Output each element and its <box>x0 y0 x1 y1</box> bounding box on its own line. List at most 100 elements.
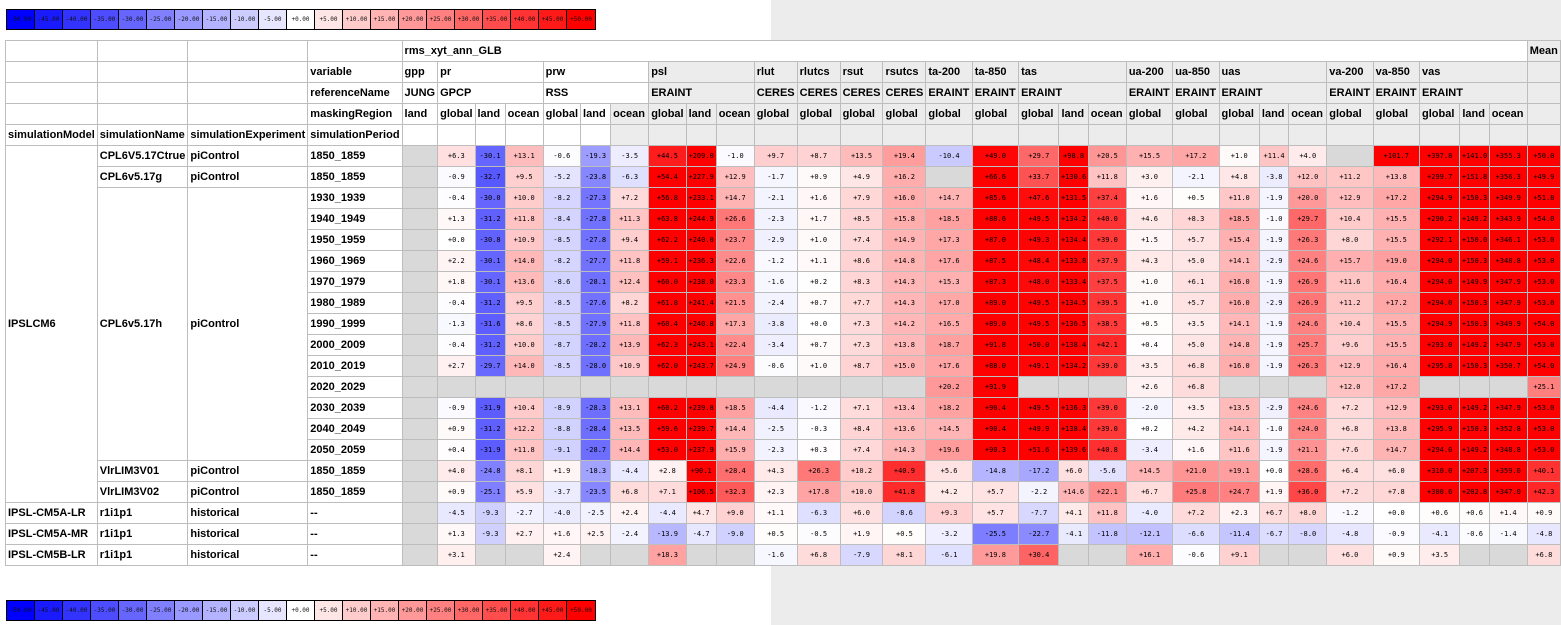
value-cell: +15.5 <box>1125 145 1174 167</box>
variable-name: rlut <box>753 61 798 83</box>
value-cell: +10.9 <box>610 355 650 377</box>
value-cell: -4.1 <box>1058 523 1089 545</box>
value-cell: +23.7 <box>715 229 755 251</box>
value-cell: +7.3 <box>839 334 884 356</box>
header-blank-cell <box>187 82 309 104</box>
value-cell: -8.5 <box>542 229 582 251</box>
legend-swatch: -10.00 <box>231 10 259 29</box>
value-cell: -0.6 <box>1172 544 1220 566</box>
value-cell: -1.0 <box>715 145 755 167</box>
value-cell: +8.3 <box>1172 208 1220 230</box>
value-cell: +53.0 <box>648 439 687 461</box>
simulation-period-cell: 1950_1959 <box>307 229 403 251</box>
masking-region: global <box>882 103 927 125</box>
value-cell: +0.4 <box>1125 334 1174 356</box>
masking-region: ocean <box>1288 103 1328 125</box>
value-cell: +134.2 <box>1058 208 1089 230</box>
value-cell: +0.9 <box>437 418 476 440</box>
value-cell-missing <box>504 376 544 398</box>
legend-swatch: +30.00 <box>455 601 483 620</box>
legend-swatch: +10.00 <box>343 10 371 29</box>
table-row: CPL6v5.17g piControl 1850_1859 -0.9 -32.7 +9.… <box>6 166 1561 188</box>
value-cell: +2.7 <box>437 355 476 377</box>
value-cell: +241.4 <box>685 292 717 314</box>
simulation-period-cell: 2010_2019 <box>307 355 403 377</box>
value-cell: -22.7 <box>1018 523 1060 545</box>
value-cell: +0.6 <box>1459 502 1490 524</box>
simulation-period-cell: 2050_2059 <box>307 439 403 461</box>
value-cell: +237.9 <box>685 439 717 461</box>
value-cell: +243.7 <box>685 355 717 377</box>
value-cell-missing <box>610 544 650 566</box>
header-blank-cell <box>1058 124 1089 146</box>
value-cell: +39.0 <box>1087 229 1127 251</box>
value-cell: +0.9 <box>1526 502 1561 524</box>
value-cell: +6.8 <box>1172 355 1220 377</box>
value-cell: +24.0 <box>1288 418 1328 440</box>
simulation-experiment-cell: piControl <box>187 166 309 188</box>
sim-column-header: simulationName <box>96 124 189 146</box>
value-cell: -27.7 <box>580 250 612 272</box>
value-cell: +13.4 <box>882 397 927 419</box>
legend-swatch: -35.00 <box>91 601 119 620</box>
variable-name: uas <box>1218 61 1328 83</box>
value-cell: +5.7 <box>1172 229 1220 251</box>
value-cell: +11.2 <box>1326 292 1374 314</box>
value-cell-missing <box>401 397 439 419</box>
value-cell: +11.8 <box>610 313 650 335</box>
value-cell: +3.1 <box>437 544 476 566</box>
value-cell: -31.2 <box>474 292 506 314</box>
value-cell-missing <box>1087 376 1127 398</box>
value-cell-missing <box>1488 544 1528 566</box>
value-cell: +15.3 <box>925 271 973 293</box>
legend-swatch: +25.00 <box>427 10 455 29</box>
value-cell: +15.8 <box>882 208 927 230</box>
value-cell: +25.1 <box>1526 376 1561 398</box>
value-cell-missing <box>401 481 439 503</box>
value-cell: +54.0 <box>1526 355 1561 377</box>
reference-name: ERAINT <box>1172 82 1220 104</box>
value-cell-missing <box>401 187 439 209</box>
legend-swatch: -25.00 <box>147 601 175 620</box>
metric-name: rms_xyt_ann_GLB <box>401 40 1528 62</box>
value-cell: +1.6 <box>1125 187 1174 209</box>
value-cell: +7.1 <box>839 397 884 419</box>
value-cell: +28.4 <box>715 460 755 482</box>
value-cell: +15.5 <box>1372 208 1421 230</box>
value-cell: +17.2 <box>1372 292 1421 314</box>
value-cell: -0.6 <box>1459 523 1490 545</box>
value-cell: +14.8 <box>882 250 927 272</box>
value-cell: +26.3 <box>1288 355 1328 377</box>
value-cell: +4.3 <box>753 460 798 482</box>
value-cell: +25.8 <box>1172 481 1220 503</box>
value-cell: +293.0 <box>1418 397 1461 419</box>
value-cell: +150.3 <box>1459 187 1490 209</box>
value-cell-missing <box>1058 544 1089 566</box>
value-cell: +4.3 <box>1125 250 1174 272</box>
value-cell: +20.5 <box>1087 145 1127 167</box>
simulation-period-cell: 1930_1939 <box>307 187 403 209</box>
variable-name: ua-200 <box>1125 61 1174 83</box>
value-cell: +2.4 <box>610 502 650 524</box>
value-cell: -28.3 <box>580 397 612 419</box>
value-cell: +18.2 <box>925 397 973 419</box>
value-cell: +13.6 <box>504 271 544 293</box>
value-cell: +290.2 <box>1418 208 1461 230</box>
value-cell-missing <box>474 376 506 398</box>
value-cell: +49.0 <box>971 145 1020 167</box>
value-cell: +8.5 <box>839 208 884 230</box>
value-cell: +0.2 <box>1125 418 1174 440</box>
header-blank-cell <box>504 124 544 146</box>
value-cell: +10.0 <box>839 481 884 503</box>
value-cell: -1.2 <box>753 250 798 272</box>
value-cell: +6.7 <box>1258 502 1290 524</box>
value-cell: -1.9 <box>1258 271 1290 293</box>
value-cell: +134.2 <box>1058 355 1089 377</box>
simulation-period-cell: 1850_1859 <box>307 481 403 503</box>
value-cell: +49.9 <box>1018 418 1060 440</box>
value-cell: +30.4 <box>1018 544 1060 566</box>
value-cell: +9.0 <box>715 502 755 524</box>
value-cell: +131.5 <box>1058 187 1089 209</box>
legend-swatch: -30.00 <box>119 10 147 29</box>
value-cell: -27.8 <box>580 208 612 230</box>
